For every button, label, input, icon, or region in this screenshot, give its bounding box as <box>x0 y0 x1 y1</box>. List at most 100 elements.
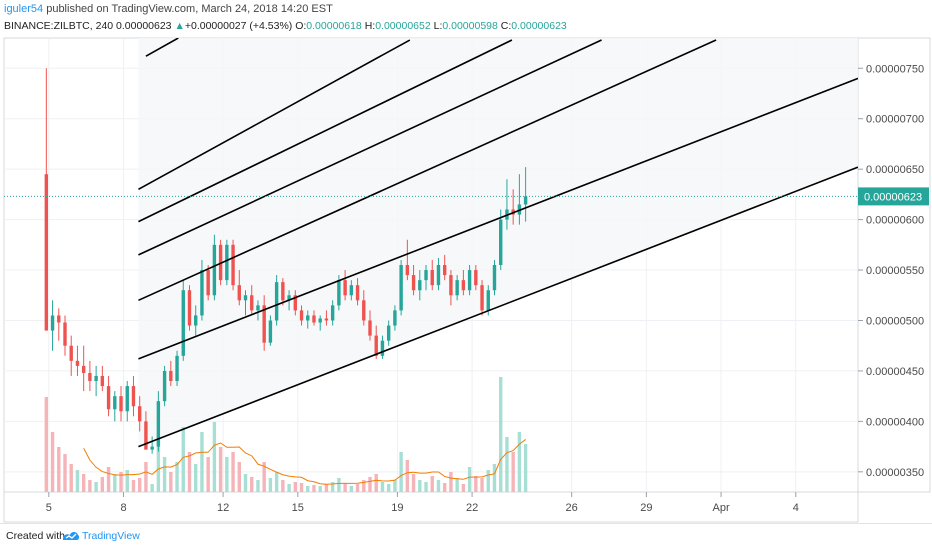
candle-body <box>200 270 204 316</box>
x-tick-label: 5 <box>46 502 52 514</box>
volume-bar <box>88 480 92 492</box>
candle-body <box>380 340 385 356</box>
volume-bar <box>181 427 185 492</box>
candle-body <box>299 310 304 321</box>
x-tick-label: 8 <box>120 502 126 514</box>
channel-line <box>138 39 513 223</box>
volume-bar <box>144 462 148 492</box>
volume-bar <box>225 457 229 492</box>
volume-bar <box>63 454 67 492</box>
candle-body <box>436 265 441 286</box>
candle-body <box>250 295 254 311</box>
candle-body <box>100 375 105 387</box>
volume-bar <box>480 478 484 492</box>
volume-bar <box>330 482 335 492</box>
volume-bar <box>455 478 459 492</box>
volume-bar <box>343 483 347 492</box>
candle-body <box>474 270 478 286</box>
x-tick-label: 12 <box>217 502 229 514</box>
volume-bar <box>467 467 472 492</box>
up-arrow-icon: ▲ <box>174 20 185 32</box>
x-tick-label: 29 <box>640 502 652 514</box>
candle-body <box>368 320 372 336</box>
candle-body <box>175 355 179 382</box>
volume-bar <box>318 486 322 492</box>
volume-bar <box>380 482 385 492</box>
candle-body <box>94 375 98 382</box>
candle-body <box>455 280 459 296</box>
candle-body <box>268 320 273 343</box>
candle-body <box>523 196 528 205</box>
volume-bar <box>200 432 204 492</box>
candle-body <box>399 265 403 311</box>
volume-bar <box>492 464 497 492</box>
candle-body <box>274 282 279 321</box>
volume-bar <box>499 377 503 492</box>
channel-line <box>138 166 858 448</box>
volume-ma-line <box>83 439 526 485</box>
volume-bar <box>362 480 366 492</box>
y-tick-label: 0.00000350 <box>866 467 924 479</box>
volume-bar <box>505 437 509 492</box>
y-tick-label: 0.00000450 <box>866 366 924 378</box>
volume-bar <box>268 478 273 492</box>
volume-bar <box>299 483 304 492</box>
x-tick-label: 19 <box>391 502 403 514</box>
price-axis <box>857 37 931 493</box>
volume-bar <box>306 486 310 492</box>
candle-body <box>486 290 490 311</box>
volume-bar <box>113 474 117 492</box>
volume-bar <box>461 484 466 492</box>
close-value: 0.00000623 <box>511 20 567 32</box>
volume-bar <box>137 478 142 492</box>
volume-bar <box>274 472 279 492</box>
volume-bar <box>486 470 490 492</box>
volume-bar <box>449 472 453 492</box>
volume-bar <box>517 432 522 492</box>
tradingview-brand[interactable]: TradingView <box>82 530 140 542</box>
published-text: published on TradingView.com, March 24, … <box>46 3 333 15</box>
candle-body <box>480 285 484 311</box>
footer: Created with TradingView <box>0 523 932 551</box>
candle-body <box>231 244 235 286</box>
candle-body <box>362 300 366 321</box>
candle-body <box>187 290 192 326</box>
candle-body <box>330 305 335 321</box>
candle-body <box>337 280 341 306</box>
volume-bar <box>349 486 354 492</box>
candle-body <box>461 280 466 291</box>
volume-bar <box>368 477 372 492</box>
volume-bar <box>125 470 129 492</box>
volume-bar <box>386 484 391 492</box>
candle-body <box>150 446 154 450</box>
y-tick-label: 0.00000400 <box>866 416 924 428</box>
y-tick-label: 0.00000500 <box>866 315 924 327</box>
channel-line <box>145 38 179 57</box>
created-with-text: Created with <box>6 530 65 542</box>
candle-body <box>355 285 360 301</box>
candle-body <box>243 295 248 301</box>
volume-bar <box>436 480 441 492</box>
volume-bar <box>442 483 447 492</box>
open-label: O: <box>295 20 307 32</box>
low-value: 0.00000598 <box>442 20 498 32</box>
y-tick-label: 0.00000600 <box>866 215 924 227</box>
volume-bar <box>119 472 123 492</box>
volume-bar <box>150 484 154 492</box>
volume-bar <box>106 467 111 492</box>
candle-body <box>57 315 61 323</box>
candle-body <box>113 396 117 410</box>
volume-bar <box>374 474 378 492</box>
volume-bar <box>355 484 360 492</box>
author-link[interactable]: iguler54 <box>4 3 44 15</box>
candle-body <box>349 285 354 296</box>
candle-body <box>449 275 453 296</box>
candle-body <box>156 401 161 447</box>
volume-bar <box>212 422 217 492</box>
tradingview-logo-icon <box>63 532 80 540</box>
channel-line <box>138 39 717 302</box>
publish-line: iguler54 published on TradingView.com, M… <box>4 3 333 15</box>
price-chart[interactable]: 0.00000350 0.00000400 0.00000450 0.00000500… <box>0 0 932 523</box>
volume-bar <box>474 476 478 492</box>
candle-body <box>499 219 503 265</box>
